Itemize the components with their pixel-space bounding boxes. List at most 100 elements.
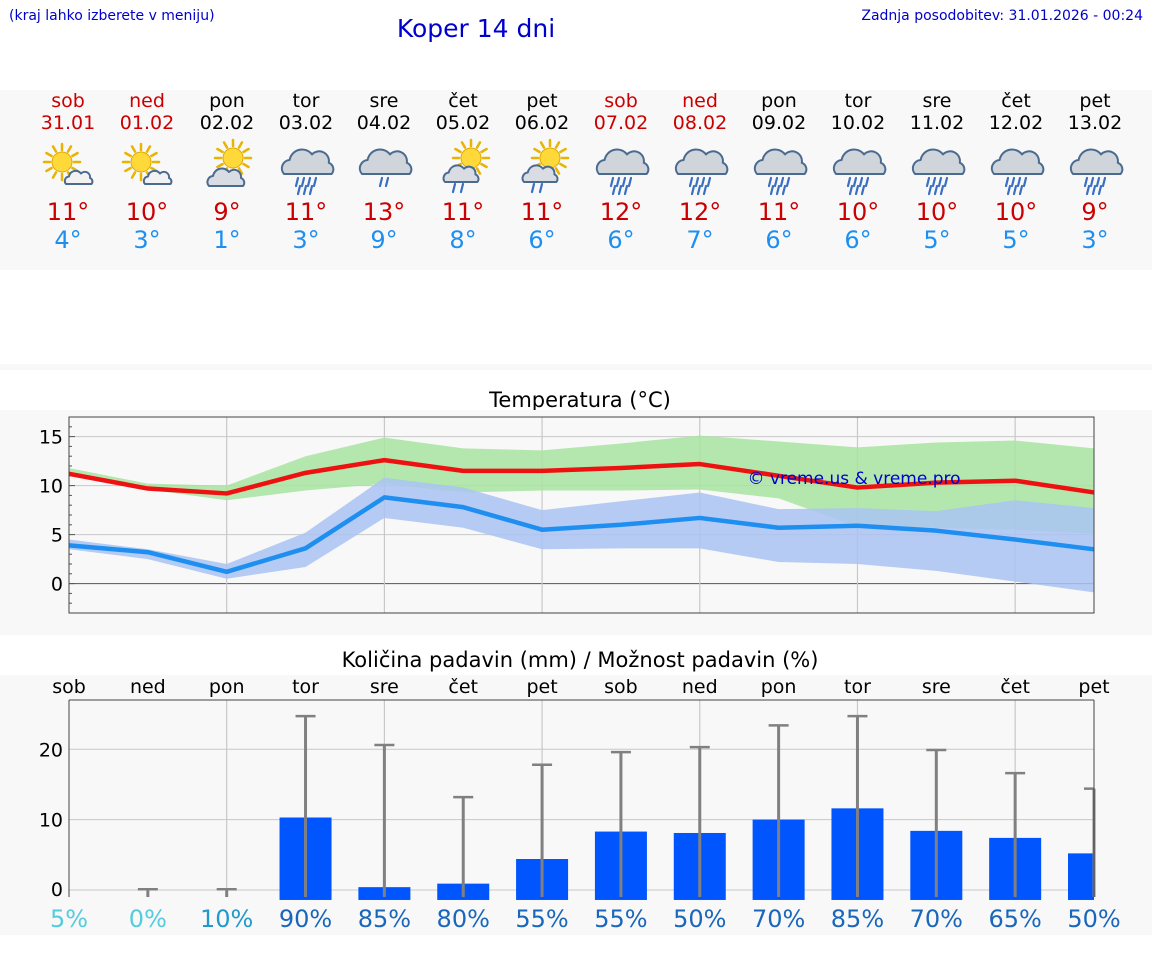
temp-max: 12° [678,198,722,226]
min-temp-range-band [69,477,1094,593]
precip-chance-label: 10% [200,905,253,933]
forecast-day: sob 31.01 11° 4° [28,90,108,254]
temp-min: 4° [54,226,82,254]
precip-chance-label: 70% [910,905,963,933]
temp-max: 10° [125,198,169,226]
forecast-day: ned 01.02 10° 3° [107,90,187,254]
day-date: 31.01 [40,112,96,134]
forecast-day: čet 05.02 11° 8° [423,90,503,254]
day-date: 04.02 [356,112,412,134]
x-category-label: sre [922,676,951,698]
precip-chance-label: 90% [279,905,332,933]
temp-max: 9° [213,198,241,226]
watermark: © vreme.us & vreme.pro [747,469,960,489]
forecast-day: sre 11.02 10° 5° [897,90,977,254]
temp-min: 3° [133,226,161,254]
x-category-label: sre [370,676,399,698]
y-tick-label: 5 [51,525,63,547]
partly-sunny-icon [121,142,173,185]
x-category-label: pet [526,676,557,698]
temperature-chart: 0 5 10 15 © vreme.us & vreme.pro [39,416,1095,614]
temp-min: 6° [528,226,556,254]
temp-max: 11° [757,198,801,226]
temp-max: 11° [284,198,328,226]
day-name: pet [1079,90,1111,112]
temp-chart-title: Temperatura (°C) [489,388,671,412]
x-category-label: tor [292,676,319,698]
rain-cloud-icon [280,148,335,196]
forecast-day: ned 08.02 12° 7° [660,90,740,254]
x-category-label: ned [682,676,718,698]
temp-max: 10° [915,198,959,226]
precip-chance-label: 80% [437,905,490,933]
forecast-day: tor 03.02 11° 3° [266,90,346,254]
page-title: Koper 14 dni [396,14,556,43]
rain-cloud-icon [753,148,808,196]
day-date: 13.02 [1067,112,1123,134]
rain-cloud-icon [990,148,1045,196]
y-tick-label: 15 [39,427,63,449]
menu-hint: (kraj lahko izberete v meniju) [9,8,215,24]
light-rain-cloud-icon [358,148,413,188]
day-date: 11.02 [909,112,965,134]
day-date: 05.02 [435,112,491,134]
day-date: 07.02 [593,112,649,134]
forecast-day: pon 09.02 11° 6° [739,90,819,254]
temp-min: 1° [213,226,241,254]
forecast-day: sre 04.02 13° 9° [344,90,424,254]
x-category-label: sob [604,676,638,698]
forecast-strip: sob 31.01 11° 4° ned 01.02 10° 3° pon 02.02 9° 1° to… [0,90,1152,270]
section-divider [0,364,1152,370]
y-tick-label: 10 [39,476,63,498]
rain-cloud-icon [674,148,729,196]
temp-min: 6° [844,226,872,254]
precip-chance-label: 5% [50,905,88,933]
last-updated: Zadnja posodobitev: 31.01.2026 - 00:24 [861,8,1143,24]
precip-chance-label: 50% [1067,905,1120,933]
day-name: sre [369,90,399,112]
x-category-label: ned [130,676,166,698]
precip-chance-label: 85% [358,905,411,933]
precip-chance-label: 0% [129,905,167,933]
temp-min: 6° [607,226,635,254]
temp-min: 6° [765,226,793,254]
temp-max: 9° [1081,198,1109,226]
forecast-day: pet 06.02 11° 6° [502,90,582,254]
precip-chance-label: 85% [831,905,884,933]
day-name: čet [1001,90,1031,112]
precip-chance-label: 50% [673,905,726,933]
day-name: pon [209,90,245,112]
forecast-day: sob 07.02 12° 6° [581,90,661,254]
x-category-label: čet [448,676,478,698]
day-date: 08.02 [672,112,728,134]
precip-chance-label: 65% [988,905,1041,933]
min-temp-line [68,495,1095,575]
day-date: 09.02 [751,112,807,134]
rain-cloud-icon [832,148,887,196]
temp-max: 11° [46,198,90,226]
forecast-day: pon 02.02 9° 1° [187,90,267,254]
day-name: čet [448,90,478,112]
x-category-label: pon [761,676,797,698]
y-tick-label: 0 [51,574,63,596]
day-date: 03.02 [278,112,334,134]
day-name: ned [682,90,718,112]
day-date: 02.02 [199,112,255,134]
day-name: sob [604,90,638,112]
forecast-day: tor 10.02 10° 6° [818,90,898,254]
day-date: 01.02 [119,112,175,134]
precip-chance-label: 70% [752,905,805,933]
temp-min: 5° [1002,226,1030,254]
temp-max: 11° [520,198,564,226]
temp-min: 3° [1081,226,1109,254]
y-tick-label: 0 [51,879,63,901]
day-name: pon [761,90,797,112]
precip-bar [1068,853,1094,900]
sun-rain-icon [442,138,491,194]
temp-max: 10° [994,198,1038,226]
temp-max: 10° [836,198,880,226]
temp-min: 9° [370,226,398,254]
rain-cloud-icon [911,148,966,196]
day-name: ned [129,90,165,112]
temp-min: 7° [686,226,714,254]
